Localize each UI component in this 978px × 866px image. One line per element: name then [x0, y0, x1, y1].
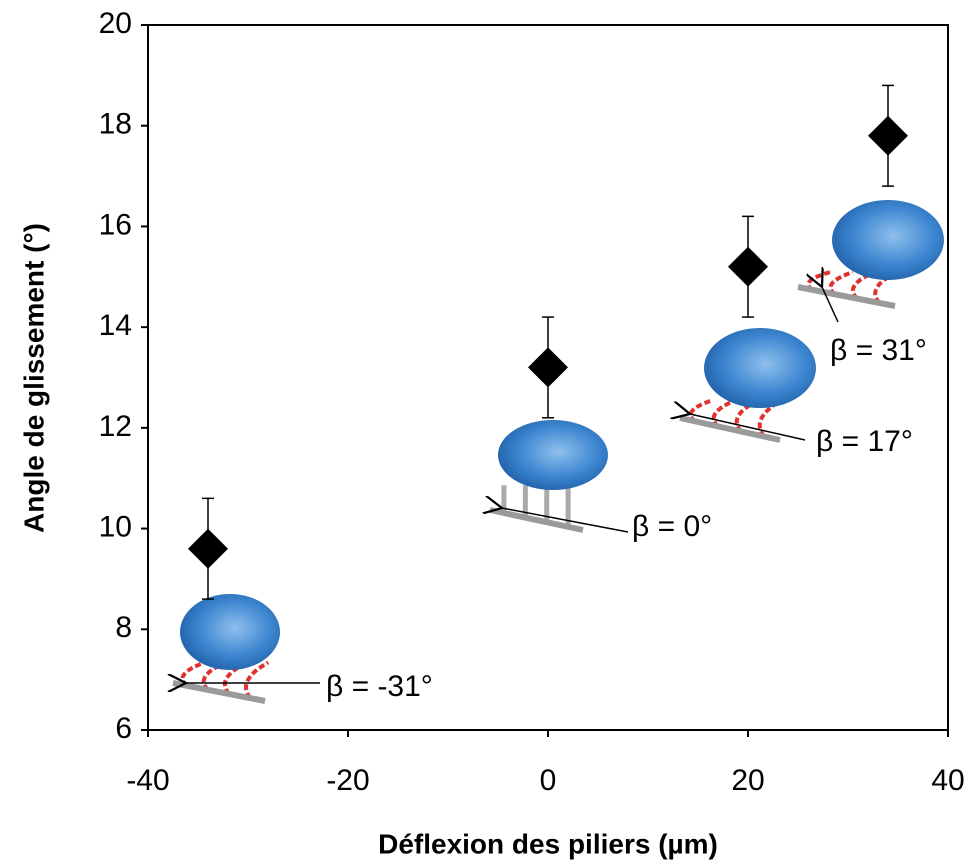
point [188, 528, 228, 569]
substrate [489, 507, 584, 533]
pillar [828, 270, 854, 296]
droplet [180, 594, 280, 670]
point [868, 115, 908, 156]
x-axis-title: Déflexion des piliers (µm) [378, 828, 718, 859]
droplet [704, 328, 816, 408]
y-tick-label: 8 [115, 611, 132, 644]
annotation: β = 0° [632, 510, 712, 543]
droplet [498, 420, 608, 490]
x-tick-label: 0 [540, 764, 557, 797]
y-tick-label: 12 [99, 410, 132, 443]
annotation-arrow [502, 508, 629, 533]
y-tick-label: 20 [99, 7, 132, 40]
point [528, 347, 568, 388]
annotation-arrow [822, 287, 839, 323]
substrate [679, 415, 781, 443]
annotation-arrow [690, 414, 806, 441]
pillar [244, 660, 270, 700]
x-tick-label: -20 [326, 764, 369, 797]
y-tick-label: 18 [99, 108, 132, 141]
y-tick-label: 10 [99, 510, 132, 543]
y-tick-label: 14 [99, 309, 132, 342]
y-tick-label: 16 [99, 208, 132, 241]
point [728, 246, 768, 287]
x-tick-label: 40 [931, 764, 964, 797]
y-tick-label: 6 [115, 712, 132, 745]
x-tick-label: 20 [731, 764, 764, 797]
x-tick-label: -40 [126, 764, 169, 797]
annotation: β = -31° [326, 670, 433, 703]
annotation: β = 31° [830, 334, 927, 367]
substrate [172, 680, 266, 704]
substrate [797, 284, 896, 309]
droplet [832, 200, 944, 280]
pillar [180, 660, 206, 688]
y-axis-title: Angle de glissement (°) [18, 223, 49, 533]
annotation: β = 17° [816, 425, 913, 458]
